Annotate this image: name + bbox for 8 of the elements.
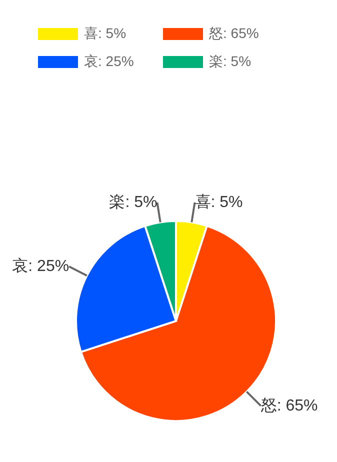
slice-label: 哀: 25%	[12, 257, 70, 276]
legend-label: 楽: 5%	[209, 53, 252, 71]
legend-label: 哀: 25%	[84, 53, 134, 71]
legend-label: 喜: 5%	[84, 25, 126, 43]
slice-label: 楽: 5%	[109, 192, 158, 211]
legend-label: 怒: 65%	[209, 25, 259, 43]
slice-label: 喜: 5%	[194, 192, 243, 211]
slice-label: 怒: 65%	[260, 397, 318, 414]
